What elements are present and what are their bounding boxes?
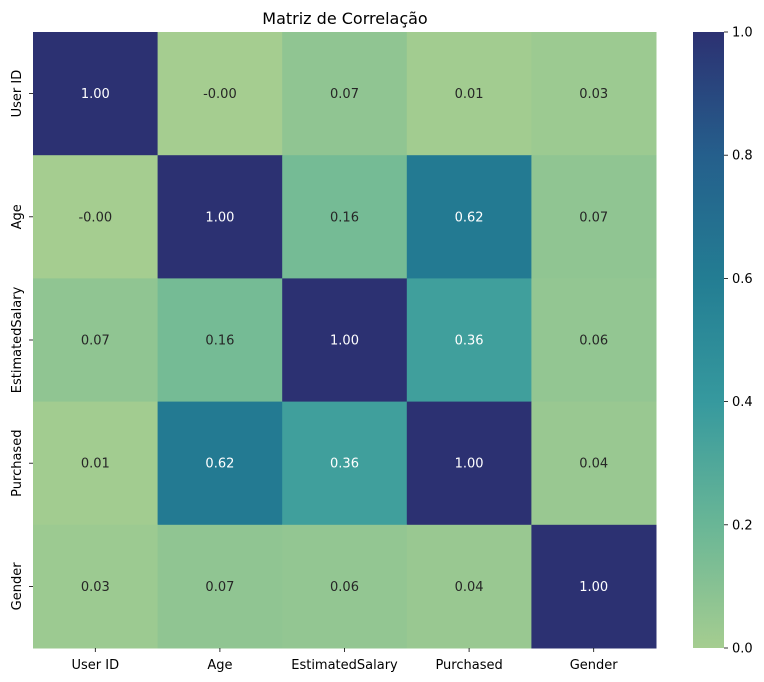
cell-value-label: 0.16 [330,210,359,225]
heatmap-cell [282,401,408,526]
heatmap-cell [33,524,159,649]
heatmap-cell [282,32,408,156]
cell-value-label: 0.06 [330,580,359,595]
heatmap-cell [33,401,159,526]
heatmap-cell [157,32,283,156]
cell-value-label: 1.00 [330,334,359,349]
cell-value-label: 1.00 [579,580,608,595]
cell-value-label: 0.07 [205,580,234,595]
heatmap-cell [531,524,657,649]
heatmap-cell [282,524,408,649]
y-tick-label: User ID [10,70,25,118]
x-tick-label: Purchased [435,658,502,673]
heatmap-cell [406,524,532,649]
x-tick-label: Gender [570,658,619,673]
cell-value-label: 0.03 [579,87,608,102]
colorbar-tick-label: 0.4 [732,395,753,410]
chart-title: Matriz de Correlação [262,9,427,28]
heatmap-cell [157,278,283,403]
cell-value-label: 0.62 [455,210,484,225]
colorbar [693,32,724,648]
cell-value-label: 0.01 [81,457,110,472]
heatmap-cell [406,401,532,526]
cell-value-label: 0.36 [455,334,484,349]
x-tick-label: Age [207,658,232,673]
colorbar-tick-label: 0.8 [732,149,753,164]
heatmap-cell [157,155,283,279]
cell-value-label: 1.00 [455,457,484,472]
cell-value-label: 1.00 [81,87,110,102]
cell-value-label: 1.00 [205,210,234,225]
cell-value-label: 0.07 [330,87,359,102]
y-tick-label: Gender [10,562,25,611]
cell-value-label: 0.01 [455,87,484,102]
x-tick-label: EstimatedSalary [291,658,398,673]
cell-value-label: 0.07 [81,334,110,349]
cell-value-label: -0.00 [78,210,112,225]
cell-value-label: 0.16 [205,334,234,349]
y-tick-label: EstimatedSalary [10,286,25,393]
cell-value-label: 0.62 [205,457,234,472]
cell-value-label: 0.07 [579,210,608,225]
y-axis: User ID Age EstimatedSalary Purchased Gender [10,70,33,611]
x-tick-label: User ID [71,658,119,673]
heatmap-cell [406,278,532,403]
colorbar-tick-label: 0.6 [732,272,753,287]
heatmap-cell [531,32,657,156]
heatmap-cell [157,524,283,649]
colorbar-tick-label: 1.0 [732,26,753,41]
cell-value-label: 0.04 [455,580,484,595]
cell-value-label: -0.00 [203,87,237,102]
heatmap-cell [406,32,532,156]
heatmap-cell [282,278,408,403]
cell-value-label: 0.06 [579,334,608,349]
heatmap-cells: 1.00 -0.00 0.07 0.01 0.03 -0.00 1.00 0.16 0.62 0.… [33,32,657,649]
heatmap-cell [406,155,532,279]
heatmap-cell [531,401,657,526]
heatmap-cell [282,155,408,279]
colorbar-axis: 0.0 0.2 0.4 0.6 0.8 1.0 [724,26,753,657]
x-axis: User ID Age EstimatedSalary Purchased Gender [71,648,618,673]
cell-value-label: 0.04 [579,457,608,472]
heatmap-cell [157,401,283,526]
colorbar-tick-label: 0.2 [732,518,753,533]
y-tick-label: Age [10,204,25,229]
heatmap-cell [33,155,159,279]
heatmap-cell [33,278,159,403]
heatmap-cell [531,278,657,403]
y-tick-label: Purchased [10,430,25,497]
heatmap-cell [33,32,159,156]
colorbar-tick-label: 0.0 [732,642,753,657]
heatmap-cell [531,155,657,279]
cell-value-label: 0.36 [330,457,359,472]
cell-value-label: 0.03 [81,580,110,595]
